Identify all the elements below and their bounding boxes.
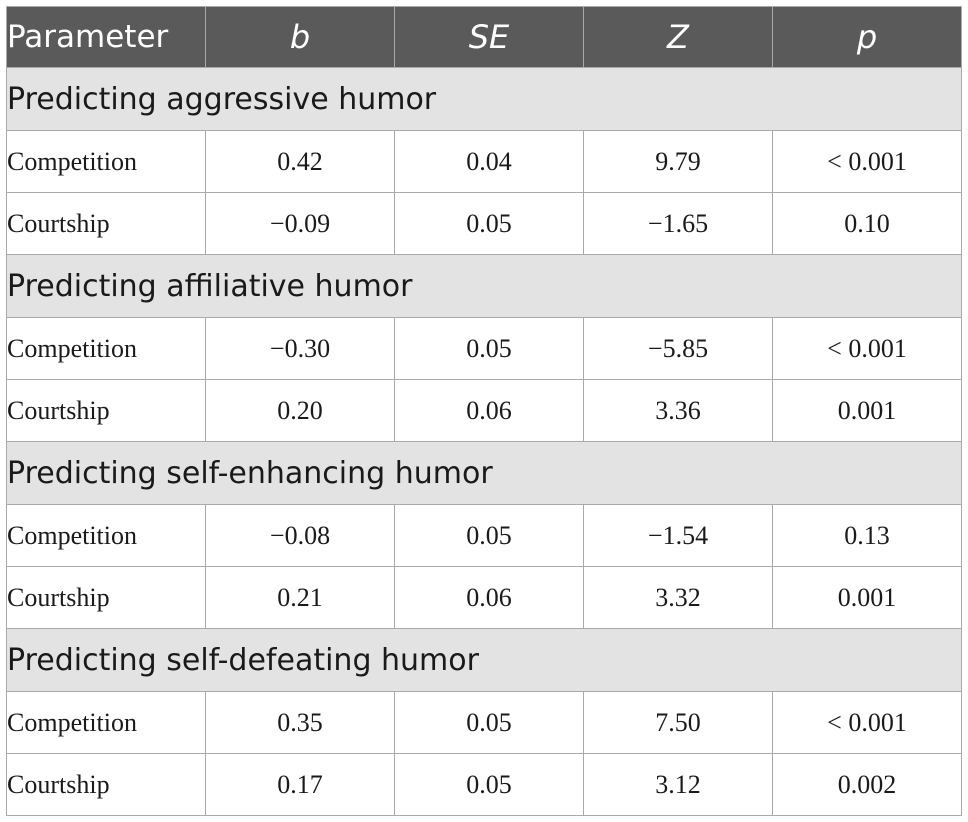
cell-p: 0.10	[772, 192, 962, 255]
cell-z: −5.85	[583, 317, 773, 380]
header-row: Parameter b SE Z p	[6, 6, 962, 68]
cell-b: 0.20	[205, 379, 395, 442]
cell-b: 0.21	[205, 566, 395, 629]
cell-se: 0.05	[394, 753, 584, 816]
section-row: Predicting affiliative humor	[6, 254, 962, 318]
table-row: Courtship 0.20 0.06 3.36 0.001	[6, 379, 962, 442]
row-label: Competition	[6, 504, 206, 567]
section-row: Predicting self-enhancing humor	[6, 441, 962, 505]
cell-p: < 0.001	[772, 130, 962, 193]
row-label: Competition	[6, 691, 206, 754]
table-row: Competition −0.30 0.05 −5.85 < 0.001	[6, 317, 962, 380]
row-label: Courtship	[6, 753, 206, 816]
section-title: Predicting self-enhancing humor	[6, 441, 962, 505]
cell-p: < 0.001	[772, 317, 962, 380]
table-row: Competition −0.08 0.05 −1.54 0.13	[6, 504, 962, 567]
cell-z: −1.54	[583, 504, 773, 567]
cell-z: 3.32	[583, 566, 773, 629]
row-label: Competition	[6, 317, 206, 380]
cell-z: 3.36	[583, 379, 773, 442]
cell-se: 0.05	[394, 691, 584, 754]
section-title: Predicting aggressive humor	[6, 67, 962, 131]
table-row: Competition 0.42 0.04 9.79 < 0.001	[6, 130, 962, 193]
cell-b: −0.08	[205, 504, 395, 567]
cell-se: 0.06	[394, 379, 584, 442]
section-row: Predicting self-defeating humor	[6, 628, 962, 692]
cell-p: 0.001	[772, 379, 962, 442]
cell-se: 0.04	[394, 130, 584, 193]
cell-b: 0.35	[205, 691, 395, 754]
cell-se: 0.06	[394, 566, 584, 629]
section-title: Predicting affiliative humor	[6, 254, 962, 318]
header-parameter: Parameter	[6, 6, 206, 68]
cell-p: 0.13	[772, 504, 962, 567]
header-b: b	[205, 6, 395, 68]
cell-p: < 0.001	[772, 691, 962, 754]
cell-p: 0.001	[772, 566, 962, 629]
table-row: Competition 0.35 0.05 7.50 < 0.001	[6, 691, 962, 754]
table-row: Courtship 0.21 0.06 3.32 0.001	[6, 566, 962, 629]
table-row: Courtship 0.17 0.05 3.12 0.002	[6, 753, 962, 816]
cell-se: 0.05	[394, 504, 584, 567]
cell-p: 0.002	[772, 753, 962, 816]
header-z: Z	[583, 6, 773, 68]
cell-b: −0.30	[205, 317, 395, 380]
cell-z: 7.50	[583, 691, 773, 754]
cell-b: 0.17	[205, 753, 395, 816]
cell-se: 0.05	[394, 317, 584, 380]
cell-b: 0.42	[205, 130, 395, 193]
cell-z: 3.12	[583, 753, 773, 816]
cell-b: −0.09	[205, 192, 395, 255]
header-se: SE	[394, 6, 584, 68]
results-table: Parameter b SE Z p Predicting aggressive…	[6, 6, 962, 816]
section-row: Predicting aggressive humor	[6, 67, 962, 131]
cell-z: −1.65	[583, 192, 773, 255]
table-row: Courtship −0.09 0.05 −1.65 0.10	[6, 192, 962, 255]
header-p: p	[772, 6, 962, 68]
cell-se: 0.05	[394, 192, 584, 255]
cell-z: 9.79	[583, 130, 773, 193]
section-title: Predicting self-defeating humor	[6, 628, 962, 692]
row-label: Courtship	[6, 566, 206, 629]
row-label: Courtship	[6, 192, 206, 255]
row-label: Competition	[6, 130, 206, 193]
row-label: Courtship	[6, 379, 206, 442]
